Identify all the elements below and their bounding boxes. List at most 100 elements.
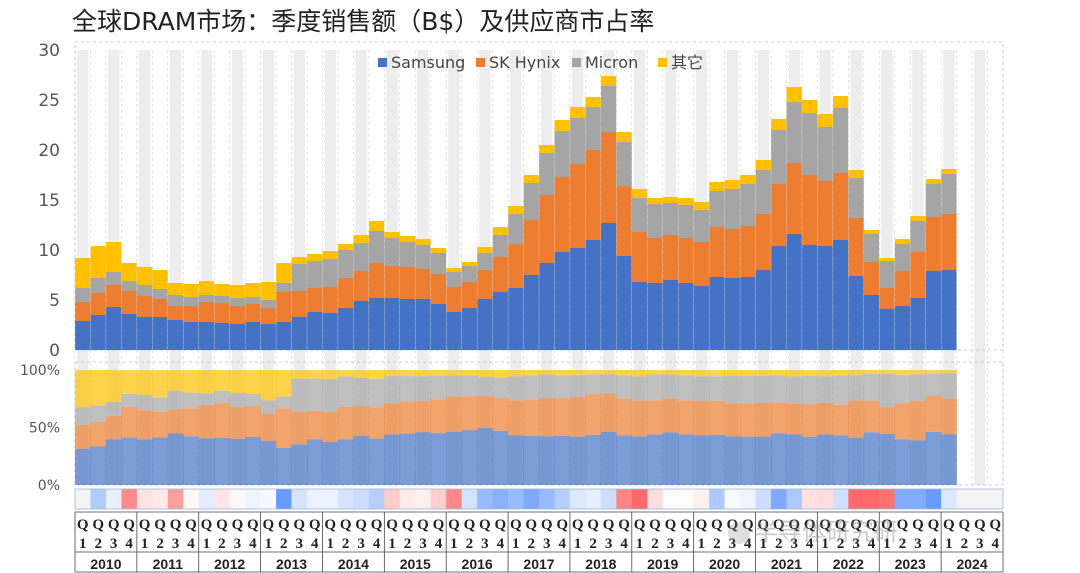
bar-segment-Samsung: [399, 299, 416, 350]
bar-segment-其它: [369, 221, 385, 231]
share-segment-其它: [121, 370, 138, 394]
share-segment-其它: [631, 370, 648, 377]
share-segment-Micron: [430, 375, 447, 400]
share-segment-Samsung: [848, 437, 865, 485]
bar-segment-SK Hynix: [539, 195, 555, 263]
quarter-digit-label: 1: [512, 536, 520, 552]
share-segment-Samsung: [817, 434, 834, 485]
quarter-digit-label: 1: [326, 536, 334, 552]
growth-heat-cell: [368, 489, 385, 509]
share-segment-Samsung: [709, 435, 725, 485]
bar-segment-其它: [260, 282, 276, 300]
bar-segment-SK Hynix: [245, 304, 261, 322]
quarter-q-label: Q: [541, 517, 553, 533]
quarter-digit-label: 2: [837, 536, 845, 552]
share-segment-SK Hynix: [307, 410, 323, 440]
share-segment-Micron: [136, 394, 153, 411]
share-segment-Samsung: [832, 435, 849, 485]
bar-segment-SK Hynix: [523, 220, 539, 275]
quarter-q-label: Q: [154, 517, 166, 533]
wechat-logo-icon: [728, 522, 750, 544]
bar-segment-其它: [709, 182, 725, 191]
quarter-q-label: Q: [850, 517, 862, 533]
share-segment-Micron: [801, 375, 818, 405]
bar-segment-Samsung: [276, 322, 292, 350]
bar-segment-Micron: [554, 131, 570, 177]
bar-segment-其它: [539, 145, 555, 153]
quarter-q-label: Q: [324, 517, 336, 533]
growth-heat-cell: [446, 489, 462, 509]
share-segment-其它: [167, 370, 184, 391]
share-segment-其它: [539, 370, 555, 375]
growth-heat-cell: [910, 489, 926, 509]
bar-segment-Micron: [291, 264, 307, 291]
share-segment-Micron: [121, 393, 138, 408]
bar-segment-Micron: [121, 281, 137, 291]
share-segment-Micron: [554, 375, 571, 399]
share-segment-其它: [848, 370, 865, 376]
share-segment-Samsung: [801, 436, 818, 485]
share-segment-SK Hynix: [554, 398, 571, 436]
quarter-q-label: Q: [757, 517, 769, 533]
share-segment-SK Hynix: [941, 398, 957, 435]
bar-segment-SK Hynix: [291, 291, 307, 317]
bar-segment-SK Hynix: [740, 226, 756, 277]
bar-segment-SK Hynix: [863, 262, 880, 295]
bar-segment-Micron: [631, 198, 648, 232]
share-segment-Micron: [322, 379, 339, 412]
growth-heat-cell: [972, 489, 988, 509]
bar-segment-SK Hynix: [771, 184, 787, 246]
bar-segment-Samsung: [307, 312, 323, 350]
share-segment-其它: [616, 370, 633, 376]
quarter-digit-label: 1: [141, 536, 149, 552]
share-segment-Micron: [616, 375, 633, 399]
share-segment-SK Hynix: [260, 413, 277, 442]
bar-segment-Micron: [198, 295, 215, 302]
quarter-digit-label: 1: [945, 536, 953, 552]
share-segment-其它: [291, 370, 308, 379]
growth-heat-cell: [647, 489, 664, 509]
quarter-q-label: Q: [201, 517, 213, 533]
bar-segment-Samsung: [740, 277, 756, 350]
bar-segment-SK Hynix: [570, 164, 586, 248]
quarter-digit-label: 2: [528, 536, 536, 552]
bar-segment-Micron: [910, 221, 926, 252]
growth-heat-cell: [987, 489, 1004, 509]
growth-heat-cell: [755, 489, 772, 509]
bar-segment-Samsung: [415, 299, 431, 350]
quarter-digit-label: 3: [605, 536, 613, 552]
bar-segment-SK Hynix: [399, 267, 416, 299]
share-segment-其它: [136, 370, 153, 395]
quarter-digit-label: 2: [94, 536, 102, 552]
share-segment-Samsung: [446, 431, 462, 485]
quarter-q-label: Q: [216, 517, 228, 533]
growth-heat-cell: [662, 489, 679, 509]
bar-segment-其它: [925, 179, 941, 184]
bar-segment-其它: [477, 247, 493, 253]
quarter-q-label: Q: [943, 517, 955, 533]
growth-heat-cell: [260, 489, 277, 509]
bar-segment-SK Hynix: [941, 214, 957, 270]
share-segment-SK Hynix: [925, 395, 942, 432]
share-segment-其它: [75, 370, 91, 408]
bar-segment-其它: [508, 206, 524, 214]
share-segment-SK Hynix: [771, 402, 787, 434]
quarter-q-label: Q: [247, 517, 259, 533]
growth-heat-cell: [384, 489, 401, 509]
share-segment-Samsung: [183, 436, 200, 485]
growth-heat-cell: [461, 489, 478, 509]
share-segment-Samsung: [307, 439, 323, 485]
share-segment-Samsung: [276, 447, 292, 485]
share-segment-其它: [508, 370, 524, 377]
background-stripe: [231, 50, 244, 485]
share-segment-其它: [600, 370, 617, 375]
share-segment-SK Hynix: [337, 406, 354, 440]
bar-segment-SK Hynix: [554, 177, 570, 252]
quarter-q-label: Q: [262, 517, 274, 533]
quarter-q-label: Q: [417, 517, 429, 533]
bar-segment-SK Hynix: [75, 302, 91, 321]
bar-segment-SK Hynix: [662, 235, 679, 280]
share-segment-Micron: [399, 376, 416, 402]
share-segment-SK Hynix: [105, 415, 122, 440]
growth-heat-cell: [740, 489, 756, 509]
